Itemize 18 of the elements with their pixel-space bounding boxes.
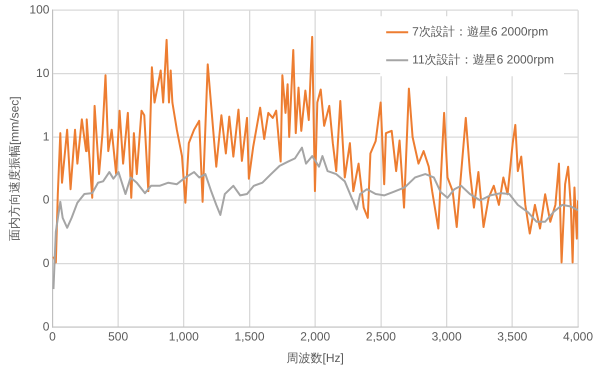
- x-tick-label: 2,500: [366, 330, 396, 344]
- x-tick-label: 4,000: [562, 330, 594, 344]
- y-tick-label: 10: [36, 66, 50, 80]
- y-tick-label: 0: [42, 192, 50, 207]
- y-axis-title: 面内方向速度振幅[mm/sec]: [8, 96, 22, 242]
- x-tick-label: 3,500: [497, 330, 528, 344]
- legend-label: 7次設計：遊星6 2000rpm: [412, 24, 548, 39]
- x-axis-title: 周波数[Hz]: [286, 351, 344, 366]
- y-tick-label: 0: [42, 320, 50, 334]
- y-tick-label: 100: [29, 2, 50, 17]
- x-tick-label: 1,500: [234, 330, 265, 344]
- legend-label: 11次設計：遊星6 2000rpm: [412, 52, 554, 67]
- y-tick-label: 1: [42, 129, 50, 144]
- x-tick-label: 500: [108, 330, 128, 344]
- x-tick-label: 1,000: [168, 330, 200, 344]
- y-tick-label: 0: [42, 256, 50, 270]
- x-tick-label: 2,000: [300, 330, 331, 344]
- x-tick-label: 3,000: [432, 330, 462, 344]
